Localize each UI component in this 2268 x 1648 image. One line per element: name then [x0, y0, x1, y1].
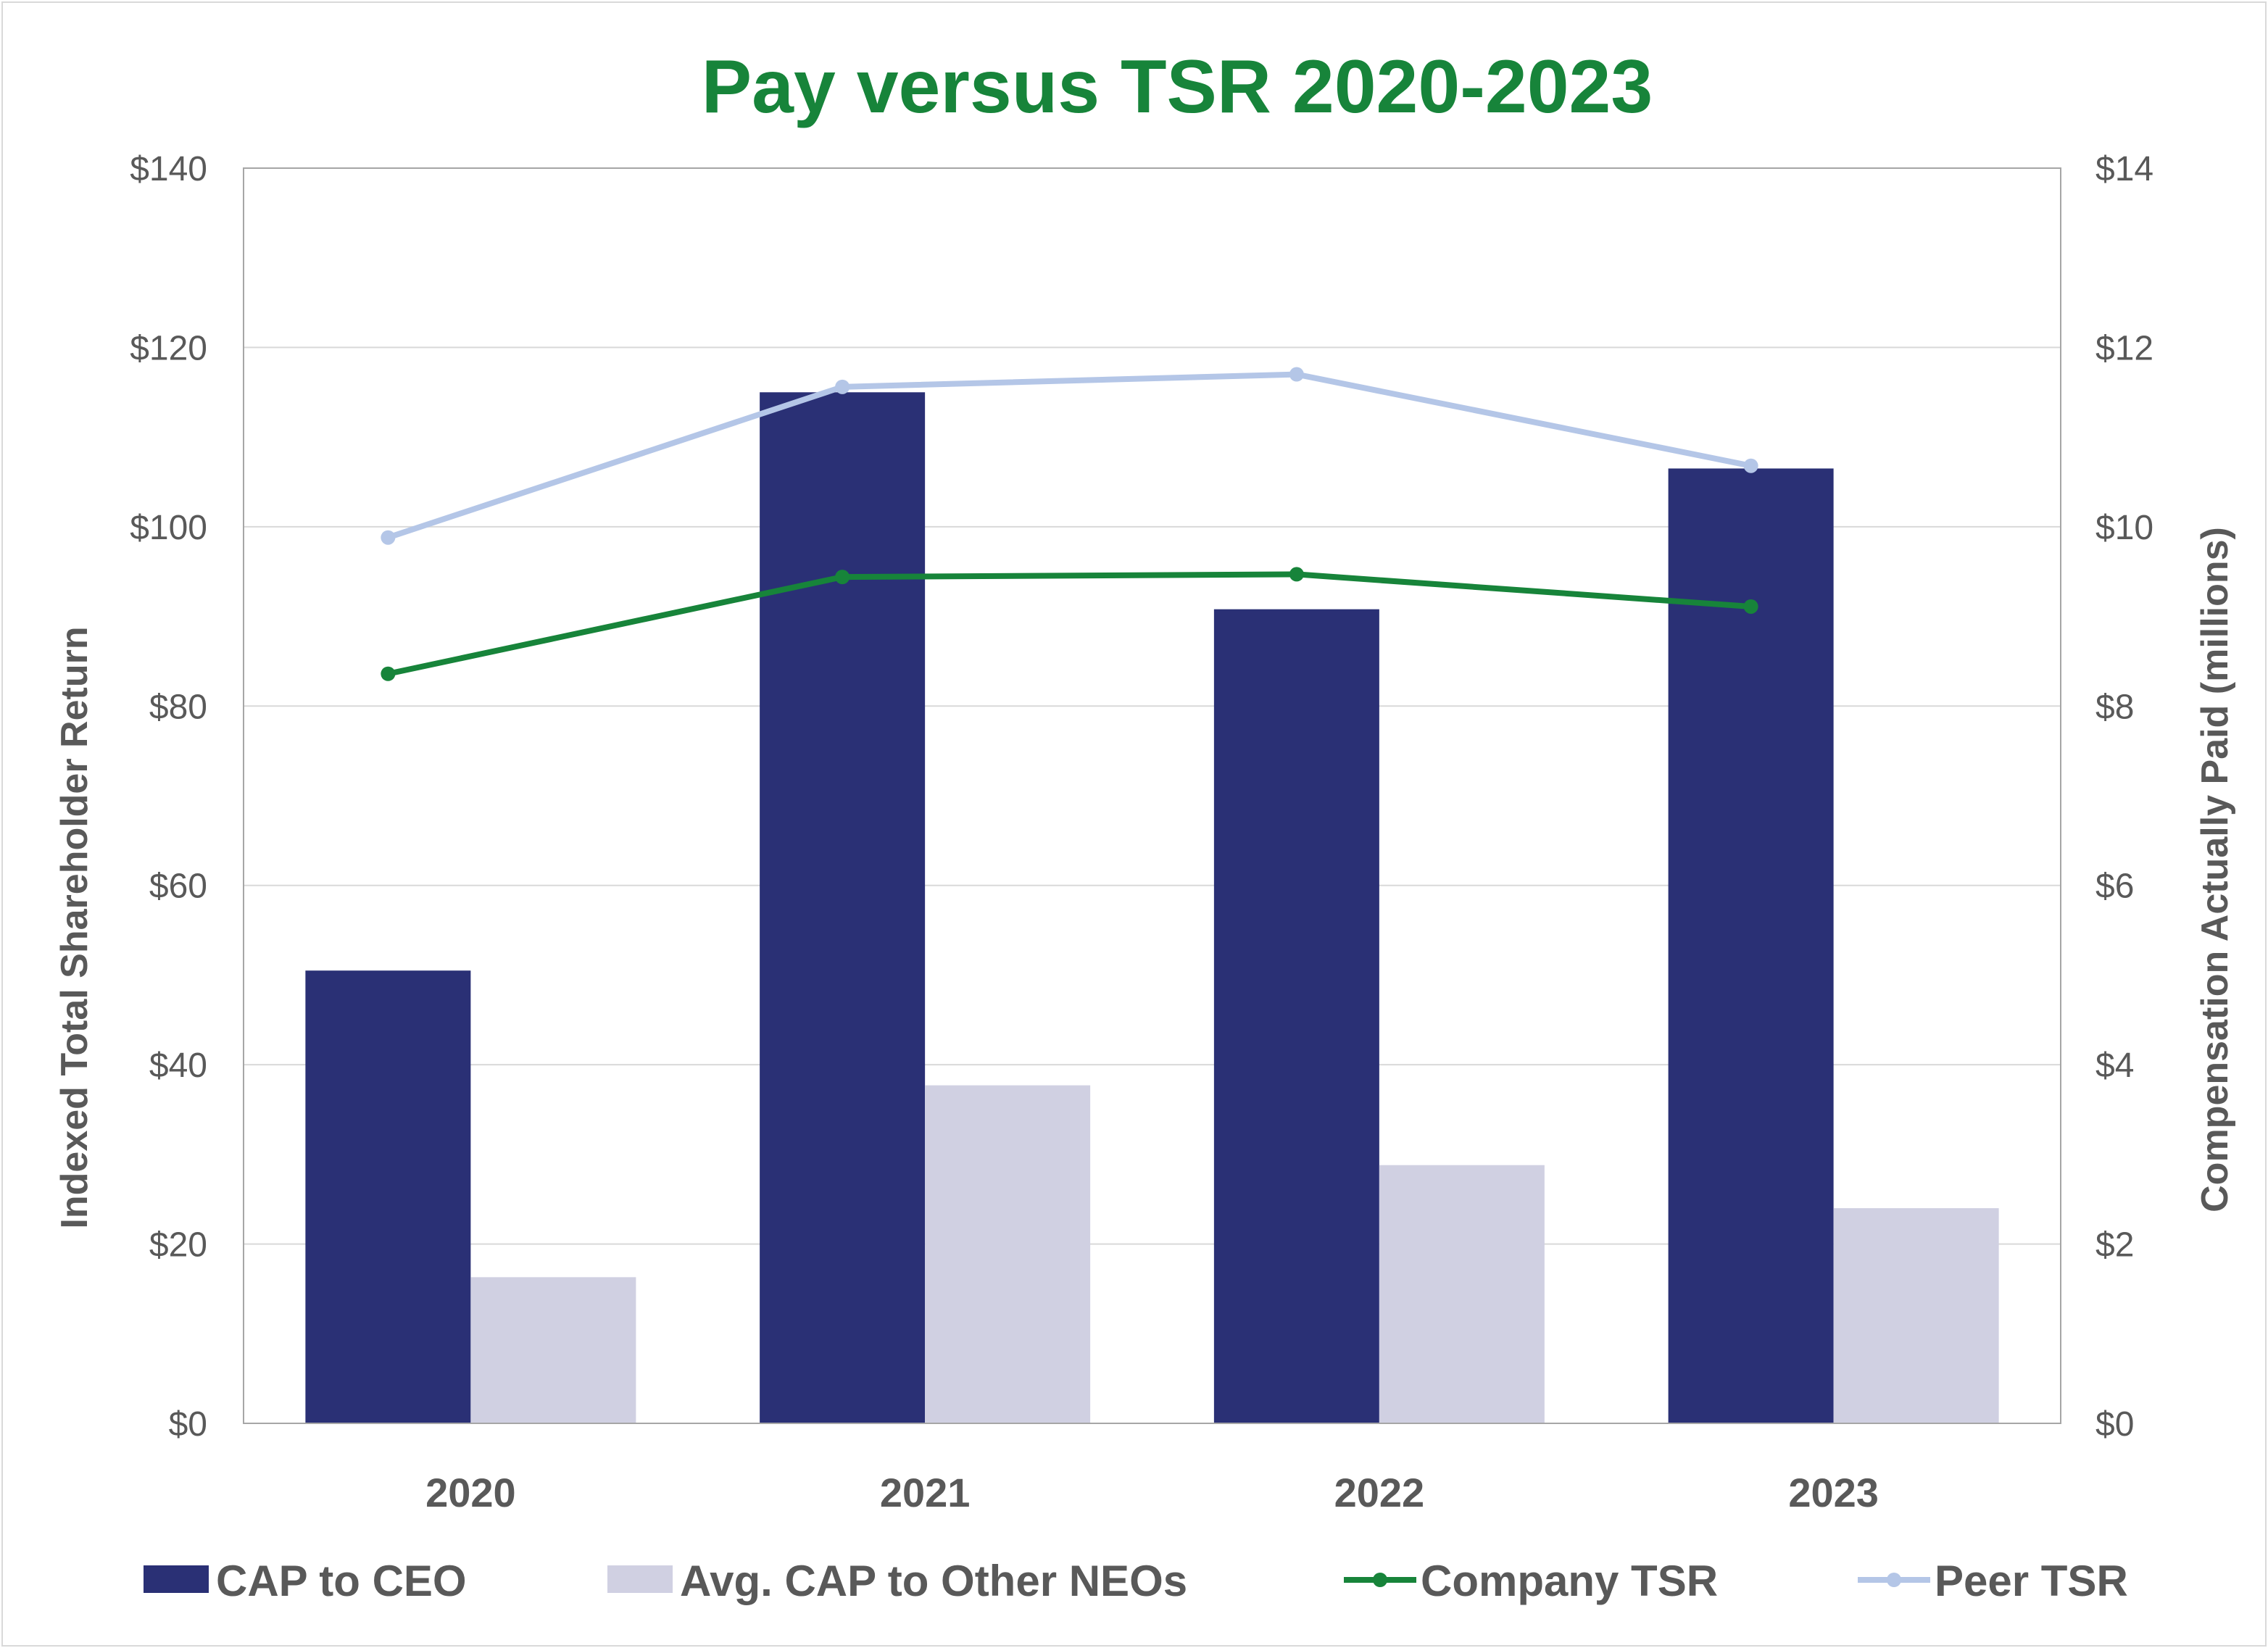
left-tick-label: $0	[169, 1405, 207, 1444]
left-tick-label: $100	[130, 509, 207, 547]
right-tick-label: $10	[2095, 509, 2153, 547]
left-tick-label: $80	[149, 688, 207, 726]
point-peer-tsr	[1743, 458, 1758, 473]
x-tick-label: 2021	[880, 1470, 971, 1515]
legend-label-cap-to-ceo: CAP to CEO	[216, 1557, 467, 1605]
legend: CAP to CEO Avg. CAP to Other NEOs Company …	[144, 1557, 2128, 1605]
point-company-tsr	[1743, 599, 1758, 614]
left-tick-label: $60	[149, 867, 207, 906]
bar-avg-cap-to-other-neos	[1833, 1208, 1999, 1423]
legend-label-peer-tsr: Peer TSR	[1935, 1557, 2128, 1605]
legend-swatch-avg-cap-to-other-neos	[607, 1565, 673, 1593]
x-tick-label: 2023	[1788, 1470, 1879, 1515]
left-tick-label: $20	[149, 1226, 207, 1265]
bars	[305, 392, 1999, 1424]
lines	[381, 367, 1758, 681]
right-tick-label: $8	[2095, 688, 2134, 726]
right-tick-label: $6	[2095, 867, 2134, 906]
bar-cap-to-ceo	[760, 392, 926, 1424]
left-axis-title: Indexed Total Shareholder Return	[54, 626, 96, 1228]
right-tick-label: $12	[2095, 329, 2153, 367]
plot-area-border	[243, 167, 2061, 1424]
legend-label-avg-cap-to-other-neos: Avg. CAP to Other NEOs	[680, 1557, 1187, 1605]
x-tick-label: 2020	[425, 1470, 516, 1515]
x-tick-label: 2022	[1334, 1470, 1425, 1515]
bar-cap-to-ceo	[1213, 609, 1379, 1423]
bar-avg-cap-to-other-neos	[925, 1085, 1091, 1423]
right-tick-label: $0	[2095, 1405, 2134, 1444]
point-peer-tsr	[835, 379, 850, 394]
left-tick-label: $40	[149, 1046, 207, 1085]
line-company-tsr	[385, 571, 1754, 677]
left-tick-label: $120	[130, 329, 207, 367]
bar-avg-cap-to-other-neos	[470, 1277, 636, 1423]
legend-label-company-tsr: Company TSR	[1421, 1557, 1718, 1605]
point-peer-tsr	[381, 530, 396, 545]
point-company-tsr	[835, 570, 850, 585]
point-peer-tsr	[1289, 367, 1304, 382]
bar-cap-to-ceo	[305, 970, 471, 1423]
bar-avg-cap-to-other-neos	[1379, 1165, 1545, 1423]
bar-cap-to-ceo	[1668, 468, 1834, 1423]
legend-swatch-cap-to-ceo	[144, 1565, 209, 1593]
line-peer-tsr	[385, 371, 1754, 541]
right-tick-label: $14	[2095, 150, 2153, 188]
legend-marker-peer-tsr	[1887, 1573, 1901, 1587]
chart-title: Pay versus TSR 2020-2023	[702, 45, 1653, 129]
axes: $0 $20 $40 $60 $80 $100 $120 $140 $0 $2 $4 $6 $8 $10 $…	[130, 150, 2153, 1515]
point-company-tsr	[381, 666, 396, 681]
point-company-tsr	[1289, 567, 1304, 582]
right-tick-label: $4	[2095, 1046, 2134, 1085]
right-axis-title: Compensation Actually Paid (millions)	[2194, 527, 2236, 1212]
legend-marker-company-tsr	[1373, 1573, 1387, 1587]
right-tick-label: $2	[2095, 1226, 2134, 1265]
left-tick-label: $140	[130, 150, 207, 188]
